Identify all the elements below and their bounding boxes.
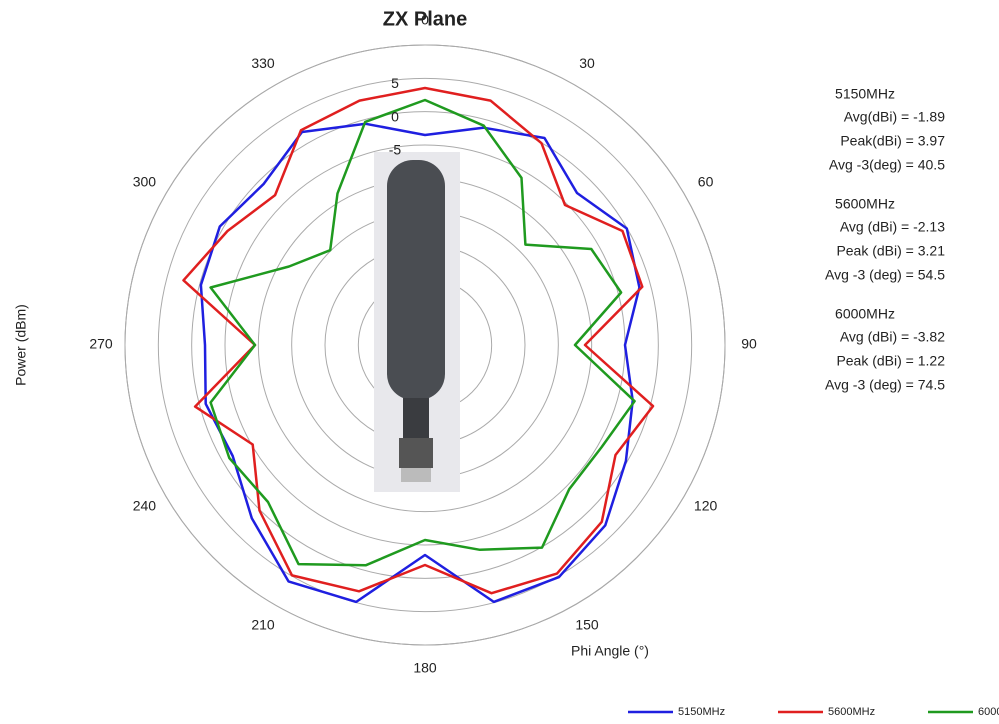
theta-tick-label: 30	[579, 55, 595, 71]
theta-tick-label: 270	[89, 336, 113, 352]
annotation-title: 5150MHz	[835, 86, 895, 102]
theta-tick-label: 0	[421, 12, 429, 28]
theta-tick-label: 300	[133, 174, 157, 190]
antenna-connector	[399, 438, 433, 468]
grid-ring	[157, 77, 693, 613]
curves	[182, 86, 655, 604]
theta-tick-label: 120	[694, 498, 718, 514]
series-curve	[199, 122, 641, 604]
annotation-line: Avg -3(deg) = 40.5	[829, 157, 945, 173]
annotation-title: 6000MHz	[835, 306, 895, 322]
annotation-line: Avg -3 (deg) = 74.5	[825, 377, 945, 393]
legend-label: 5600MHz	[828, 706, 875, 718]
annotation-line: Avg(dBi) = -1.89	[844, 109, 946, 125]
theta-tick-label: 60	[698, 174, 714, 190]
legend-label: 5150MHz	[678, 706, 725, 718]
labels: 0 30 60 90 120 150 180 210 240 270 300 330 5 0 -5 5150M…	[89, 12, 999, 718]
theta-tick-label: 240	[133, 498, 157, 514]
r-tick-label: -5	[389, 142, 402, 158]
grid-ring	[124, 44, 726, 646]
annotation-line: Peak (dBi) = 3.21	[836, 243, 945, 259]
legend-label: 6000MHz	[978, 706, 999, 718]
annotation-line: Avg (dBi) = -3.82	[840, 329, 945, 345]
theta-tick-label: 180	[413, 660, 437, 676]
annotation-line: Peak (dBi) = 1.22	[836, 353, 945, 369]
grid-ring	[191, 111, 659, 579]
theta-tick-label: 210	[251, 616, 275, 632]
annotation-title: 5600MHz	[835, 196, 895, 212]
theta-tick-label: 330	[251, 55, 275, 71]
r-tick-label: 0	[391, 108, 399, 124]
r-tick-label: 5	[391, 75, 399, 91]
chart-title: ZX Plane	[383, 8, 467, 30]
annotation-line: Peak(dBi) = 3.97	[840, 133, 945, 149]
antenna-image	[374, 152, 460, 492]
series-curve	[209, 98, 636, 567]
theta-tick-label: 90	[741, 336, 757, 352]
annotation-line: Avg (dBi) = -2.13	[840, 219, 945, 235]
antenna-neck	[403, 398, 429, 438]
x-axis-label: Phi Angle (°)	[571, 643, 649, 659]
annotation-line: Avg -3 (deg) = 54.5	[825, 267, 945, 283]
y-axis-label: Power (dBm)	[13, 304, 29, 386]
series-curve	[182, 86, 655, 595]
theta-tick-label: 150	[575, 616, 599, 632]
antenna-pin	[401, 468, 431, 482]
antenna-body	[387, 160, 445, 400]
